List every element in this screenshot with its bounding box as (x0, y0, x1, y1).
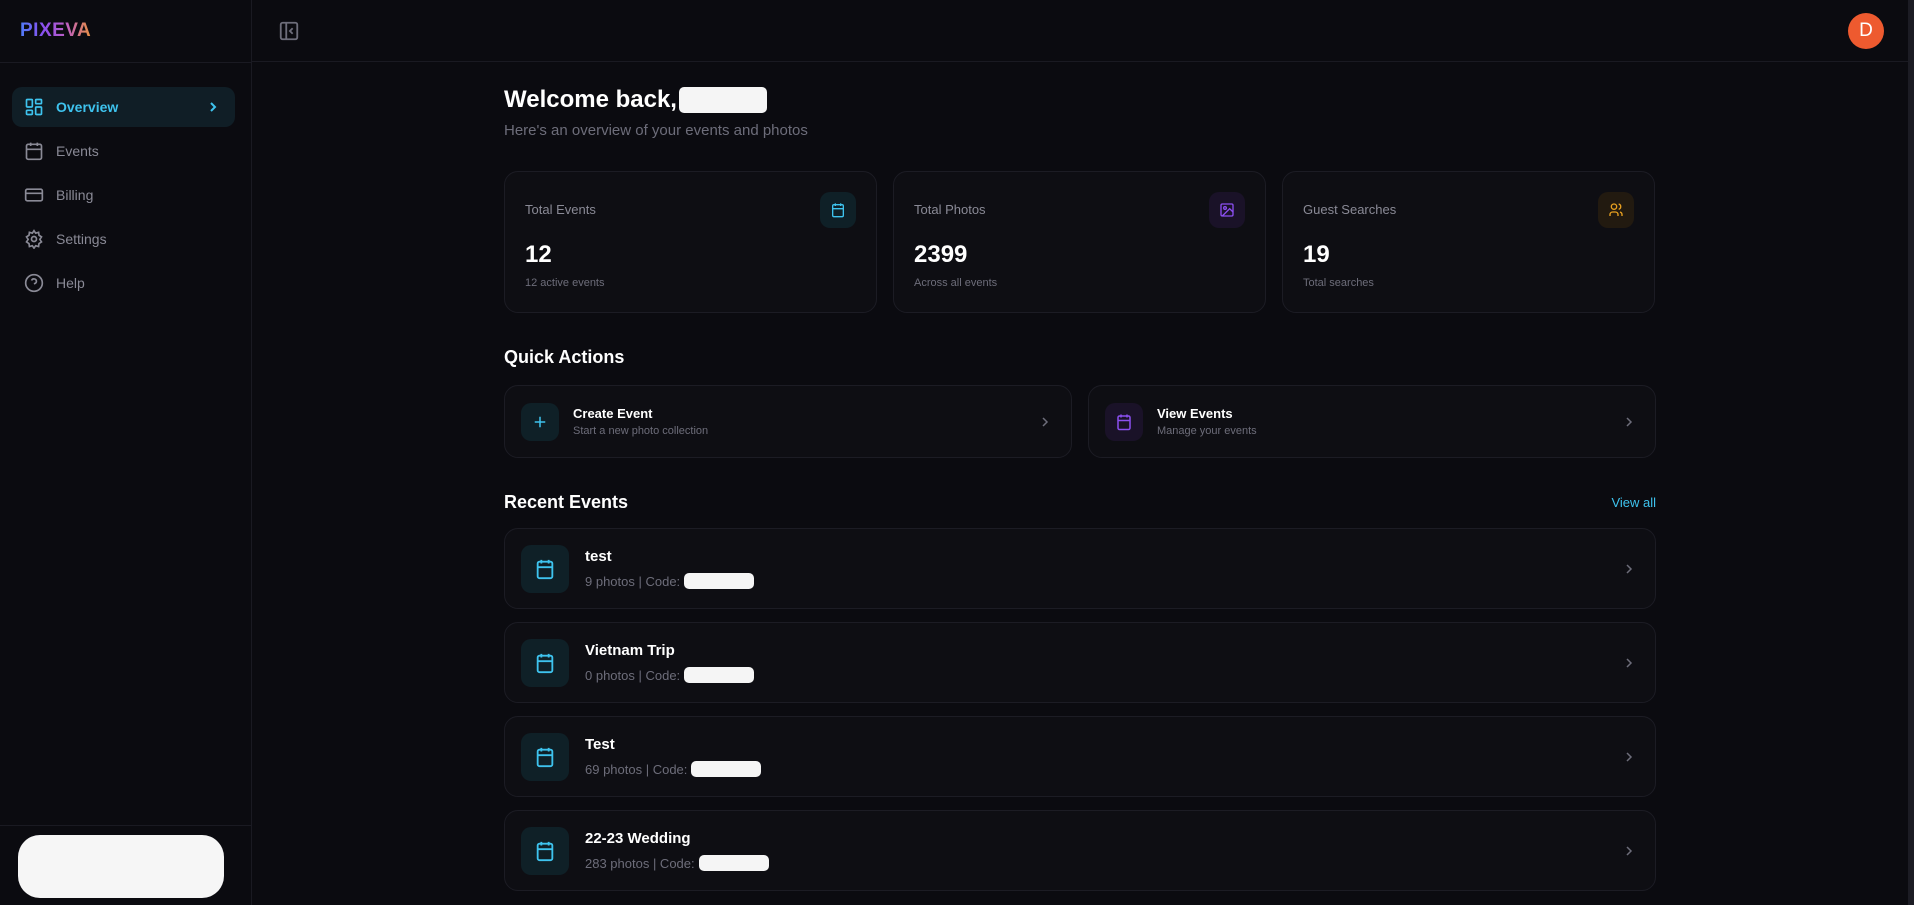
divider (0, 825, 252, 826)
chevron-right-icon (1626, 751, 1633, 762)
avatar[interactable]: D (1848, 13, 1884, 49)
redacted-code (698, 855, 769, 871)
sidebar-item-events[interactable]: Events (12, 131, 235, 171)
stat-icon-box (820, 192, 856, 228)
event-name: test (585, 548, 612, 565)
sidebar-collapse-icon[interactable] (278, 20, 300, 42)
users-icon (1609, 203, 1623, 216)
calendar-icon (536, 653, 554, 673)
stat-card-total-photos: Total Photos 2399 Across all events (893, 171, 1266, 313)
scrollbar[interactable] (1908, 0, 1914, 905)
stat-card-guest-searches: Guest Searches 19 Total searches (1282, 171, 1655, 313)
event-meta: 0 photos | Code: (585, 667, 681, 683)
sidebar-item-billing[interactable]: Billing (12, 175, 235, 215)
sidebar-item-label: Settings (56, 231, 107, 247)
chevron-right-icon (1626, 563, 1633, 574)
calendar-icon (1117, 414, 1131, 430)
page-title: Welcome back, (504, 84, 1656, 116)
sidebar-item-label: Overview (56, 99, 119, 115)
event-row[interactable]: test 9 photos | Code: (504, 528, 1656, 609)
stat-label: Guest Searches (1303, 202, 1397, 217)
sidebar-nav: Overview Events Billing Settings Help (12, 87, 235, 307)
redacted-code (684, 667, 755, 683)
section-title: Recent Events (504, 491, 629, 512)
redacted-username (678, 87, 767, 113)
action-icon-box (521, 402, 559, 441)
stat-label: Total Photos (914, 202, 986, 217)
logo[interactable]: PIXEVA (20, 20, 92, 41)
event-name: 22-23 Wedding (585, 830, 691, 847)
event-row[interactable]: Test 69 photos | Code: (504, 716, 1656, 797)
section-title: Quick Actions (504, 346, 625, 367)
stat-sub: Across all events (914, 277, 998, 289)
quick-actions: Create Event Start a new photo collection… (504, 385, 1656, 458)
event-meta: 69 photos | Code: (585, 761, 688, 777)
calendar-icon (832, 203, 844, 218)
action-sub: Manage your events (1157, 425, 1257, 437)
view-events-button[interactable]: View Events Manage your events (1088, 385, 1656, 458)
event-row[interactable]: Vietnam Trip 0 photos | Code: (504, 622, 1656, 703)
stat-sub: Total searches (1303, 277, 1374, 289)
calendar-icon (25, 142, 43, 161)
gear-icon (25, 229, 43, 249)
stat-icon-box (1598, 192, 1634, 228)
credit-card-icon (24, 188, 44, 202)
chevron-right-icon (1626, 657, 1633, 668)
stat-sub: 12 active events (525, 277, 605, 289)
action-title: View Events (1157, 406, 1233, 421)
user-profile-redacted[interactable] (18, 835, 224, 898)
calendar-icon (536, 559, 554, 579)
calendar-icon (536, 747, 554, 767)
stat-value: 12 (525, 241, 552, 268)
event-icon-box (521, 732, 569, 781)
create-event-button[interactable]: Create Event Start a new photo collection (504, 385, 1072, 458)
sidebar-item-help[interactable]: Help (12, 263, 235, 303)
action-sub: Start a new photo collection (573, 425, 709, 437)
chevron-right-icon (1626, 416, 1633, 427)
event-meta: 283 photos | Code: (585, 855, 695, 871)
stat-icon-box (1209, 192, 1245, 228)
chevron-right-icon (1042, 416, 1049, 427)
top-header: D (252, 0, 1908, 62)
sidebar: PIXEVA Overview Events Billing Settings … (0, 0, 252, 905)
event-row[interactable]: 22-23 Wedding 283 photos | Code: (504, 810, 1656, 891)
stat-label: Total Events (525, 202, 596, 217)
event-name: Test (585, 736, 615, 753)
help-circle-icon (24, 273, 44, 293)
stat-card-total-events: Total Events 12 12 active events (504, 171, 877, 313)
plus-icon (534, 416, 546, 427)
divider (0, 62, 252, 63)
view-all-link[interactable]: View all (1611, 494, 1656, 510)
sidebar-item-settings[interactable]: Settings (12, 219, 235, 259)
event-icon-box (521, 826, 569, 875)
chevron-right-icon (1626, 845, 1633, 856)
stat-value: 2399 (914, 241, 968, 268)
recent-events-heading: Recent Events View all (504, 490, 1656, 514)
image-icon (1220, 203, 1234, 217)
main-content: Welcome back, Here's an overview of your… (504, 84, 1656, 904)
stats-row: Total Events 12 12 active events Total P… (504, 171, 1656, 313)
event-name: Vietnam Trip (585, 642, 675, 659)
event-icon-box (521, 544, 569, 593)
sidebar-item-label: Billing (56, 187, 94, 203)
redacted-code (684, 573, 755, 589)
recent-events-list: test 9 photos | Code: Vietnam Trip 0 photo… (504, 528, 1656, 891)
chevron-right-icon (210, 102, 217, 112)
action-icon-box (1105, 402, 1143, 441)
grid-icon (25, 98, 43, 116)
event-meta: 9 photos | Code: (585, 573, 681, 589)
page-subtitle: Here's an overview of your events and ph… (504, 122, 808, 139)
calendar-icon (536, 841, 554, 861)
sidebar-item-label: Events (56, 143, 99, 159)
redacted-code (691, 761, 762, 777)
stat-value: 19 (1303, 241, 1330, 268)
sidebar-item-overview[interactable]: Overview (12, 87, 235, 127)
welcome-text: Welcome back, (504, 86, 677, 113)
event-icon-box (521, 638, 569, 687)
action-title: Create Event (573, 406, 653, 421)
sidebar-item-label: Help (56, 275, 85, 291)
quick-actions-heading: Quick Actions (504, 345, 1656, 369)
